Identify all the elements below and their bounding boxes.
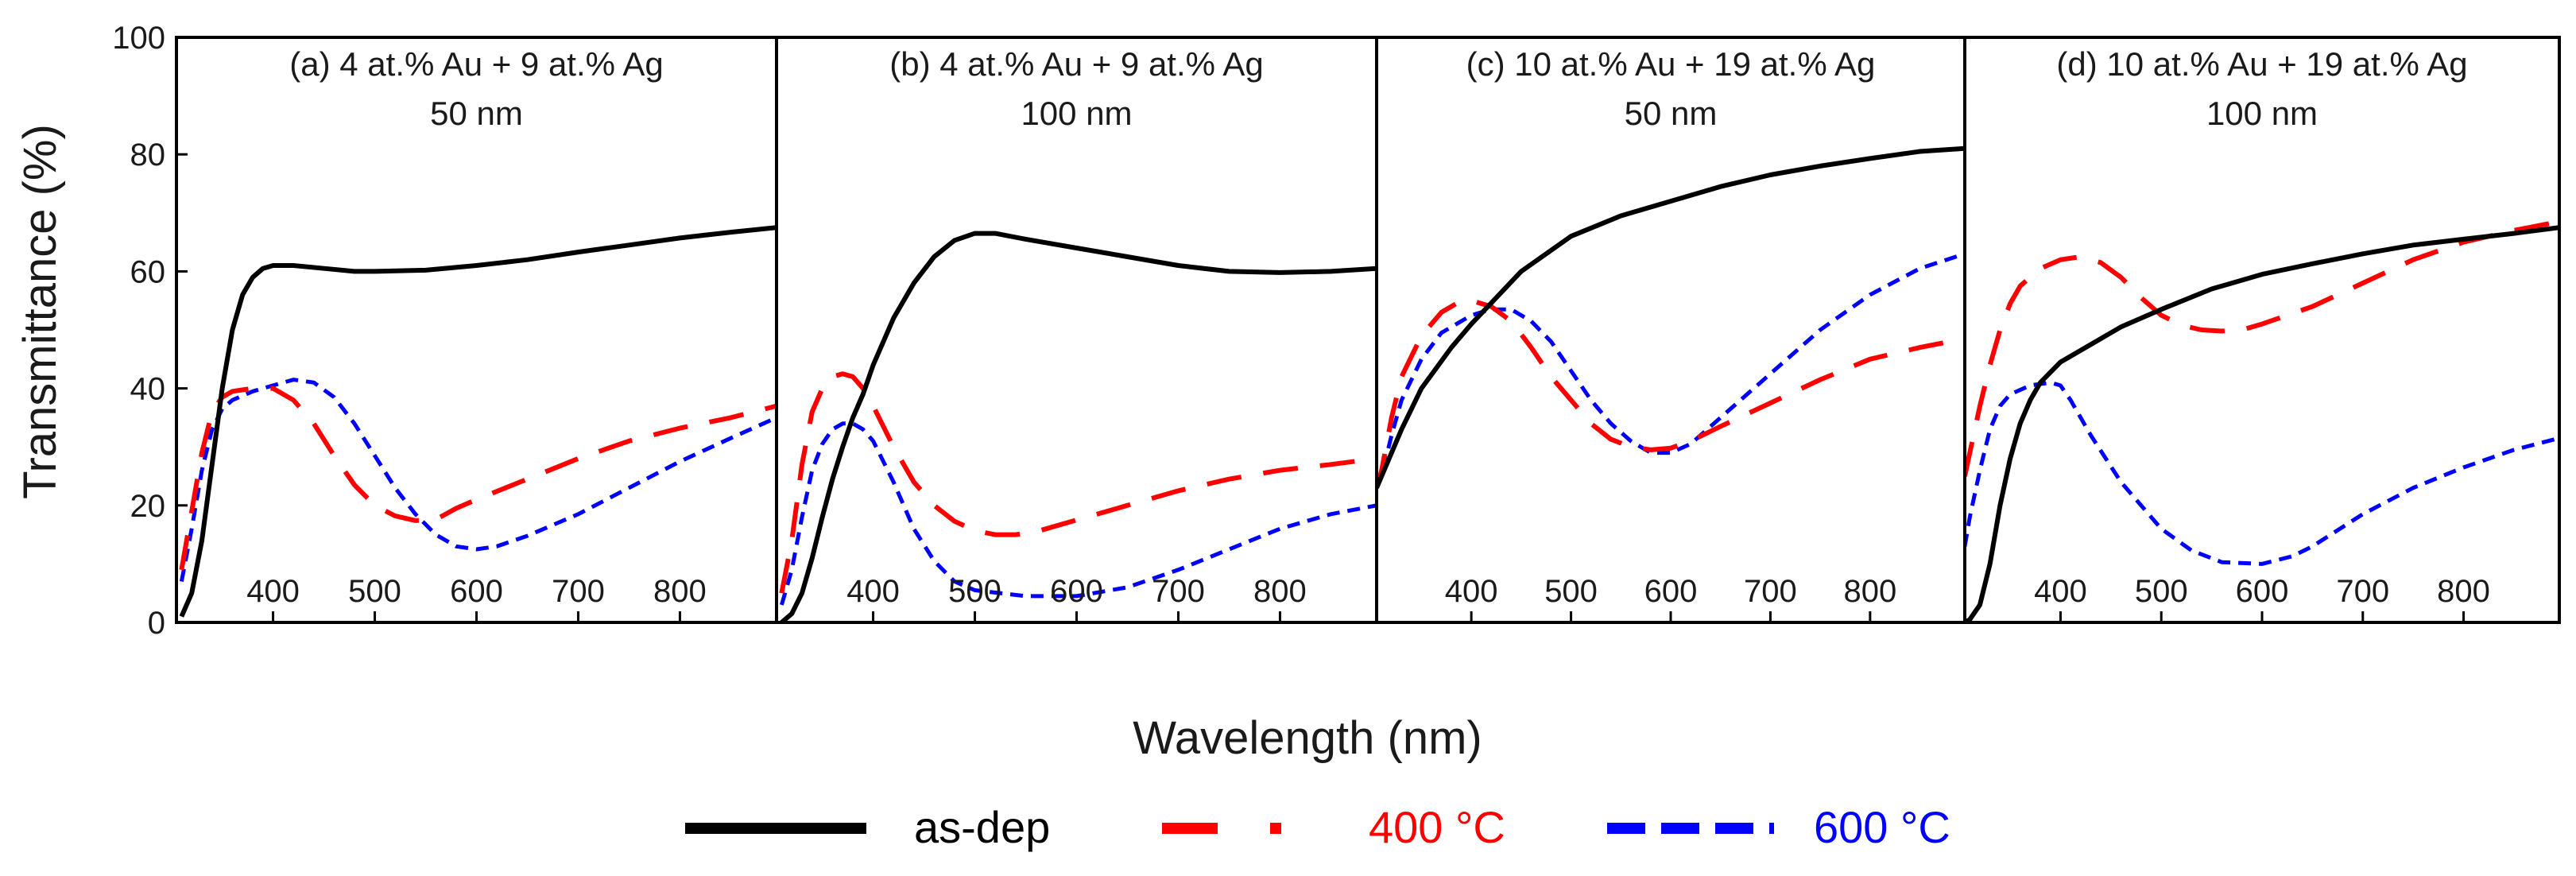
- x-tick-label: 600: [450, 574, 503, 609]
- x-tick-label: 800: [1253, 574, 1307, 609]
- panel-b-series: [779, 231, 1377, 622]
- legend-label-as-dep: as-dep: [914, 802, 1050, 852]
- x-tick-label: 600: [2236, 574, 2289, 609]
- legend-label-t400: 400 °C: [1369, 802, 1505, 852]
- x-tick-label: 700: [2336, 574, 2389, 609]
- y-tick-label: 80: [130, 138, 166, 172]
- x-tick-label: 800: [653, 574, 707, 609]
- x-tick-label: 400: [1445, 574, 1498, 609]
- x-tick-label: 700: [1152, 574, 1205, 609]
- legend: as-dep 400 °C 600 °C: [685, 802, 1950, 852]
- y-axis-title: Transmittance (%): [14, 124, 66, 499]
- series-line-t600-panel-d: [1965, 380, 2559, 566]
- series-line-t600-panel-b: [779, 421, 1377, 606]
- series-line-t600-panel-a: [179, 378, 777, 582]
- panel-c-thickness: 50 nm: [1625, 95, 1718, 132]
- x-tick-label: 500: [1544, 574, 1598, 609]
- y-tick-label: 60: [130, 254, 166, 289]
- series-line-as-dep-panel-a: [179, 225, 777, 618]
- x-tick-label: 700: [1744, 574, 1797, 609]
- panel-a-title: (a) 4 at.% Au + 9 at.% Ag: [289, 45, 663, 83]
- x-tick-label: 700: [552, 574, 605, 609]
- panel-b: 400 500 600 700 800 (b) 4 at.% Au + 9 at.% Ag…: [775, 36, 1378, 624]
- x-tick-label: 500: [2135, 574, 2188, 609]
- panel-a-series: [179, 225, 777, 618]
- series-line-t400-panel-d: [1965, 219, 2559, 477]
- panel-c-title: (c) 10 at.% Au + 19 at.% Ag: [1466, 45, 1876, 83]
- panel-d: 400 500 600 700 800 (d) 10 at.% Au + 19 at.% …: [1963, 36, 2561, 624]
- panel-a-thickness: 50 nm: [430, 95, 523, 132]
- y-axis: 0 20 40 60 80 100: [112, 21, 188, 641]
- panel-b-thickness: 100 nm: [1021, 95, 1132, 132]
- x-tick-label: 500: [348, 574, 401, 609]
- x-axis-title: Wavelength (nm): [1133, 712, 1482, 764]
- x-tick-label: 600: [1644, 574, 1698, 609]
- legend-label-t600: 600 °C: [1814, 802, 1950, 852]
- series-line-as-dep-panel-c: [1377, 145, 1965, 489]
- series-line-as-dep-panel-b: [780, 231, 1377, 622]
- x-tick-label: 500: [948, 574, 1001, 609]
- panel-c: 400 500 600 700 800 (c) 10 at.% Au + 19 at.% …: [1375, 36, 1966, 624]
- y-tick-label: 20: [130, 489, 166, 524]
- x-tick-label: 800: [2437, 574, 2490, 609]
- panel-a: 400 500 600 700 800 (a) 4 at.% Au + 9 at.% Ag…: [175, 36, 778, 624]
- panel-d-thickness: 100 nm: [2206, 95, 2318, 132]
- chart-panels: 400 500 600 700 800 (a) 4 at.% Au + 9 at.% Ag…: [175, 36, 2561, 624]
- series-line-t400-panel-c: [1377, 298, 1965, 489]
- y-tick-label: 100: [112, 21, 165, 56]
- panel-d-series: [1965, 219, 2559, 622]
- y-tick-label: 40: [130, 372, 166, 407]
- panel-b-title: (b) 4 at.% Au + 9 at.% Ag: [889, 45, 1263, 83]
- panel-c-series: [1377, 145, 1965, 489]
- x-tick-label: 400: [2034, 574, 2087, 609]
- y-tick-label: 0: [148, 606, 165, 641]
- x-tick-label: 800: [1843, 574, 1896, 609]
- x-tick-label: 400: [846, 574, 900, 609]
- panel-d-title: (d) 10 at.% Au + 19 at.% Ag: [2056, 45, 2467, 83]
- series-line-as-dep-panel-d: [1965, 225, 2559, 622]
- series-line-t600-panel-c: [1377, 251, 1965, 489]
- series-line-t400-panel-a: [179, 386, 777, 571]
- x-tick-label: 600: [1050, 574, 1103, 609]
- series-line-t400-panel-b: [779, 371, 1377, 594]
- x-tick-label: 400: [246, 574, 300, 609]
